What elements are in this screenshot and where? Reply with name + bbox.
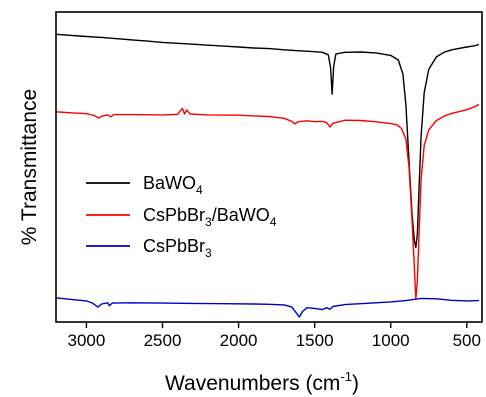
- x-tick-label: 1000: [372, 331, 410, 350]
- x-tick-label: 1500: [296, 331, 334, 350]
- series-line-2: [55, 297, 480, 318]
- plot-frame: [55, 11, 483, 323]
- x-tick-label: 500: [453, 331, 481, 350]
- legend: BaWO4 CsPbBr3/BaWO4 CsPbBr3: [86, 173, 277, 260]
- legend-label-bawo4: BaWO4: [143, 173, 203, 197]
- x-axis-label-sup: -1: [340, 369, 352, 384]
- x-tick-label: 2500: [144, 331, 182, 350]
- legend-label-cspbbr3: CsPbBr3: [143, 236, 212, 260]
- x-tick-label: 2000: [220, 331, 258, 350]
- series-line-0: [55, 33, 480, 249]
- x-axis-label: Wavenumbers (cm-1): [165, 369, 359, 395]
- x-axis-label-text: Wavenumbers (cm: [165, 372, 340, 395]
- legend-label-cspbbr3-bawo4: CsPbBr3/BaWO4: [143, 205, 277, 229]
- series-layer: [55, 33, 480, 318]
- series-line-1: [55, 103, 480, 300]
- x-axis-label-end: ): [352, 372, 359, 395]
- y-axis-label: % Transmittance: [18, 89, 41, 245]
- y-axis-label-text: % Transmittance: [18, 89, 41, 245]
- x-tick-label: 3000: [68, 331, 106, 350]
- x-ticks: 3000 2500 2000 1500 1000 500: [68, 322, 481, 350]
